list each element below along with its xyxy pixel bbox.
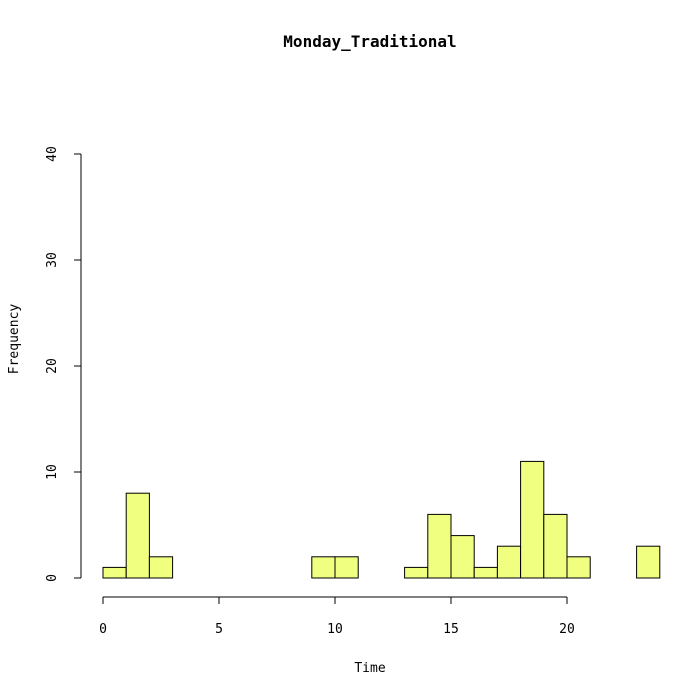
histogram-bar bbox=[148, 556, 174, 579]
y-tick-label: 20 bbox=[45, 358, 60, 374]
histogram-bar bbox=[520, 460, 545, 579]
y-axis: 0 10 20 30 40 bbox=[45, 146, 82, 582]
histogram-bar bbox=[125, 492, 150, 579]
histogram-bar bbox=[636, 545, 661, 579]
histogram-bar bbox=[473, 566, 498, 579]
x-tick-label: 0 bbox=[99, 622, 107, 637]
bars-group bbox=[102, 460, 661, 579]
histogram-bar bbox=[566, 556, 591, 579]
histogram-bar bbox=[496, 545, 522, 579]
histogram-bar bbox=[102, 566, 127, 579]
x-axis-label: Time bbox=[354, 661, 385, 676]
histogram-bar bbox=[450, 535, 475, 579]
x-tick-label: 20 bbox=[559, 622, 575, 637]
x-axis: 0 5 10 15 20 bbox=[99, 596, 575, 637]
histogram-bar bbox=[427, 513, 452, 579]
y-axis-label: Frequency bbox=[7, 304, 22, 375]
y-tick-label: 0 bbox=[45, 574, 60, 582]
x-tick-label: 10 bbox=[327, 622, 343, 637]
histogram-bar bbox=[334, 556, 359, 579]
y-tick-label: 30 bbox=[45, 252, 60, 268]
chart-title: Monday_Traditional bbox=[283, 32, 456, 51]
x-tick-label: 15 bbox=[443, 622, 459, 637]
histogram-bar bbox=[311, 556, 336, 579]
y-tick-label: 10 bbox=[45, 464, 60, 480]
histogram-bar bbox=[543, 513, 568, 579]
x-tick-label: 5 bbox=[215, 622, 223, 637]
y-tick-label: 40 bbox=[45, 146, 60, 162]
histogram-bar bbox=[404, 566, 429, 579]
